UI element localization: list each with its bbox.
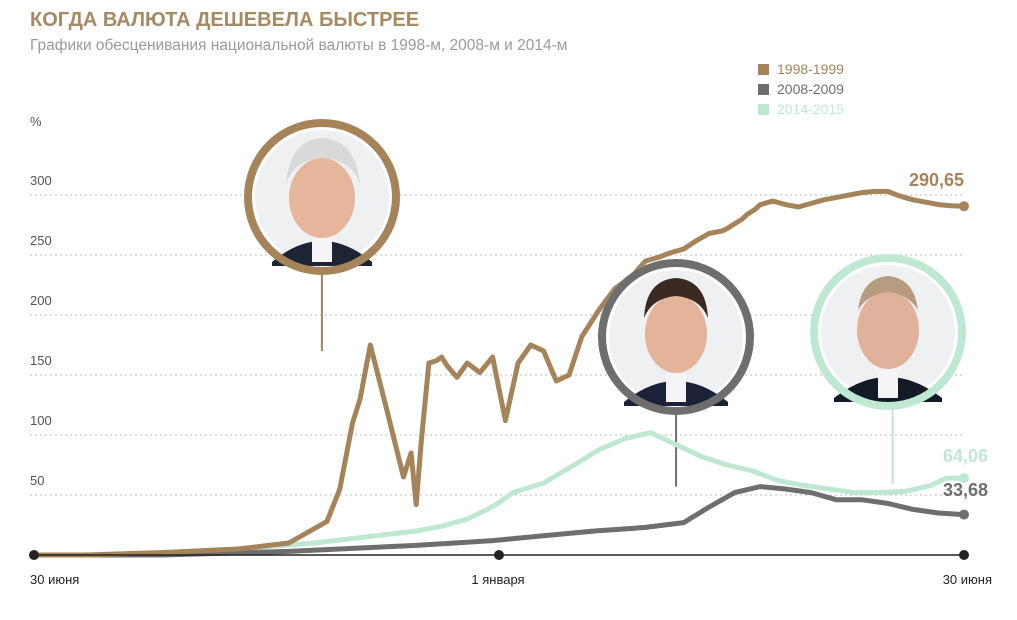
- person-shirt-icon: [666, 374, 686, 402]
- x-tick-label-end: 30 июня: [943, 572, 992, 587]
- series-end-markers: [959, 201, 969, 520]
- y-tick-label: 250: [30, 233, 52, 248]
- x-axis-dot-end: [959, 550, 969, 560]
- person-face-icon: [289, 158, 355, 238]
- end-label-1998: 290,65: [909, 170, 964, 190]
- y-tick-label: 300: [30, 173, 52, 188]
- y-tick-label: 50: [30, 473, 44, 488]
- portrait-yeltsin: [244, 119, 400, 275]
- portrait-medvedev: [598, 259, 754, 415]
- person-hair-icon: [286, 138, 360, 184]
- person-shirt-icon: [878, 370, 898, 398]
- series-end-labels: 290,65 64,06 33,68: [909, 170, 988, 500]
- y-ticks: 50 100 150 200 250 300: [30, 173, 52, 488]
- end-marker-2008-2009: [959, 509, 969, 520]
- portrait-ring-1998: [244, 119, 400, 275]
- end-marker-2014-2015: [959, 473, 969, 484]
- y-axis-label: %: [30, 114, 42, 129]
- legend-swatch-1998: [758, 64, 769, 75]
- legend: 1998-1999 2008-2009 2014-2015: [758, 61, 844, 117]
- end-marker-1998-1999: [959, 201, 969, 212]
- x-axis-dot-start: [29, 550, 39, 560]
- y-tick-label: 100: [30, 413, 52, 428]
- series-line-2008-2009: [31, 484, 967, 558]
- end-label-2014: 64,06: [943, 446, 988, 466]
- series-line-2014-2015: [31, 430, 967, 558]
- legend-swatch-2014: [758, 104, 769, 115]
- x-axis: 30 июня 1 января 30 июня: [29, 550, 992, 587]
- y-tick-label: 150: [30, 353, 52, 368]
- legend-label-2008: 2008-2009: [777, 81, 844, 97]
- chart-title: КОГДА ВАЛЮТА ДЕШЕВЕЛА БЫСТРЕЕ: [30, 9, 419, 31]
- y-tick-label: 200: [30, 293, 52, 308]
- person-face-icon: [645, 295, 707, 373]
- person-hair-icon: [858, 276, 918, 310]
- portrait-ring-2008: [598, 259, 754, 415]
- person-shirt-icon: [312, 234, 332, 262]
- x-tick-label-start: 30 июня: [30, 572, 79, 587]
- series-line-1998-1999: [31, 188, 967, 558]
- x-tick-label-middle: 1 января: [471, 572, 524, 587]
- series-lines: [31, 188, 967, 558]
- legend-label-1998: 1998-1999: [777, 61, 844, 77]
- legend-label-2014: 2014-2015: [777, 101, 844, 117]
- portrait-putin: [810, 254, 966, 410]
- portraits: [244, 119, 966, 415]
- portrait-ring-2014: [810, 254, 966, 410]
- person-face-icon: [857, 291, 919, 369]
- portrait-connectors: [320, 275, 894, 487]
- end-label-2008: 33,68: [943, 480, 988, 500]
- legend-swatch-2008: [758, 84, 769, 95]
- chart-subtitle: Графики обесценивания национальной валют…: [30, 37, 567, 54]
- person-hair-icon: [644, 278, 708, 318]
- x-axis-dot-middle: [494, 550, 504, 560]
